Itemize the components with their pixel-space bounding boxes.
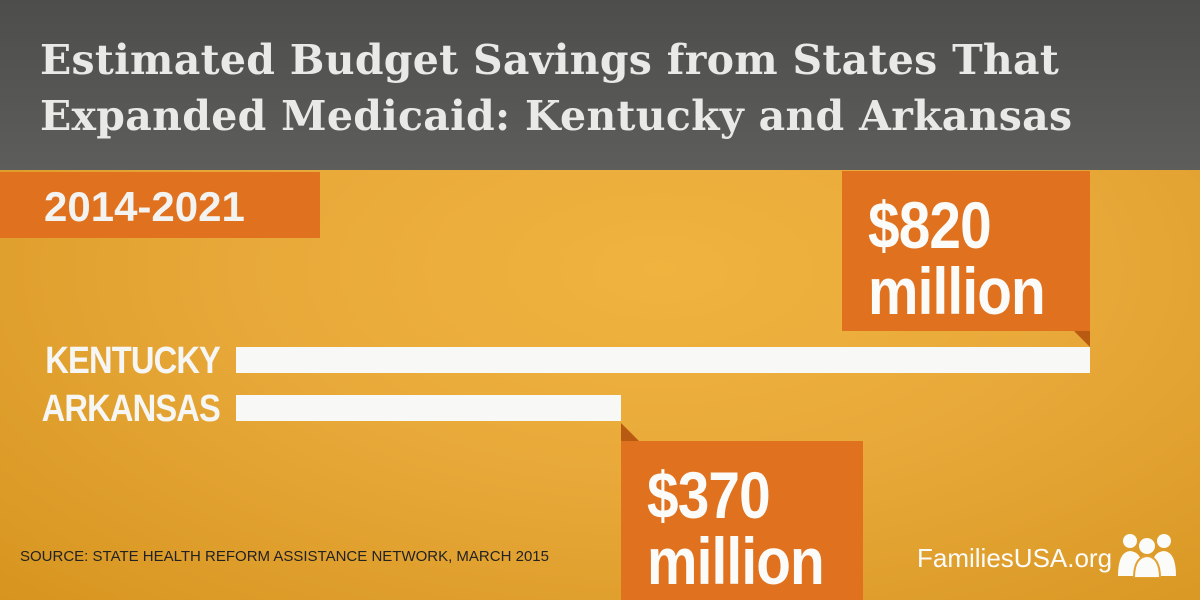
value-label-unit: million: [868, 254, 1046, 328]
value-callout: [621, 441, 863, 600]
header-banner: [0, 0, 1200, 170]
chart-title: Estimated Budget Savings from States Tha…: [40, 36, 1073, 140]
brand-link[interactable]: FamiliesUSA.org: [917, 543, 1113, 573]
value-label-unit: million: [647, 524, 825, 598]
callout-pointer: [621, 423, 639, 441]
families-usa-logo-icon: [1118, 534, 1176, 578]
period-label: 2014-2021: [44, 183, 245, 230]
category-label: ARKANSAS: [41, 388, 221, 430]
period-badge: [0, 172, 320, 238]
callout-pointer: [1074, 331, 1090, 347]
value-label-amount: $820: [868, 188, 992, 262]
bar-arkansas: [236, 395, 621, 421]
value-label-amount: $370: [647, 458, 771, 532]
source-note: SOURCE: STATE HEALTH REFORM ASSISTANCE N…: [20, 548, 549, 565]
value-callout: [842, 171, 1090, 331]
bar-kentucky: [236, 347, 1090, 373]
category-label: KENTUCKY: [45, 340, 221, 382]
